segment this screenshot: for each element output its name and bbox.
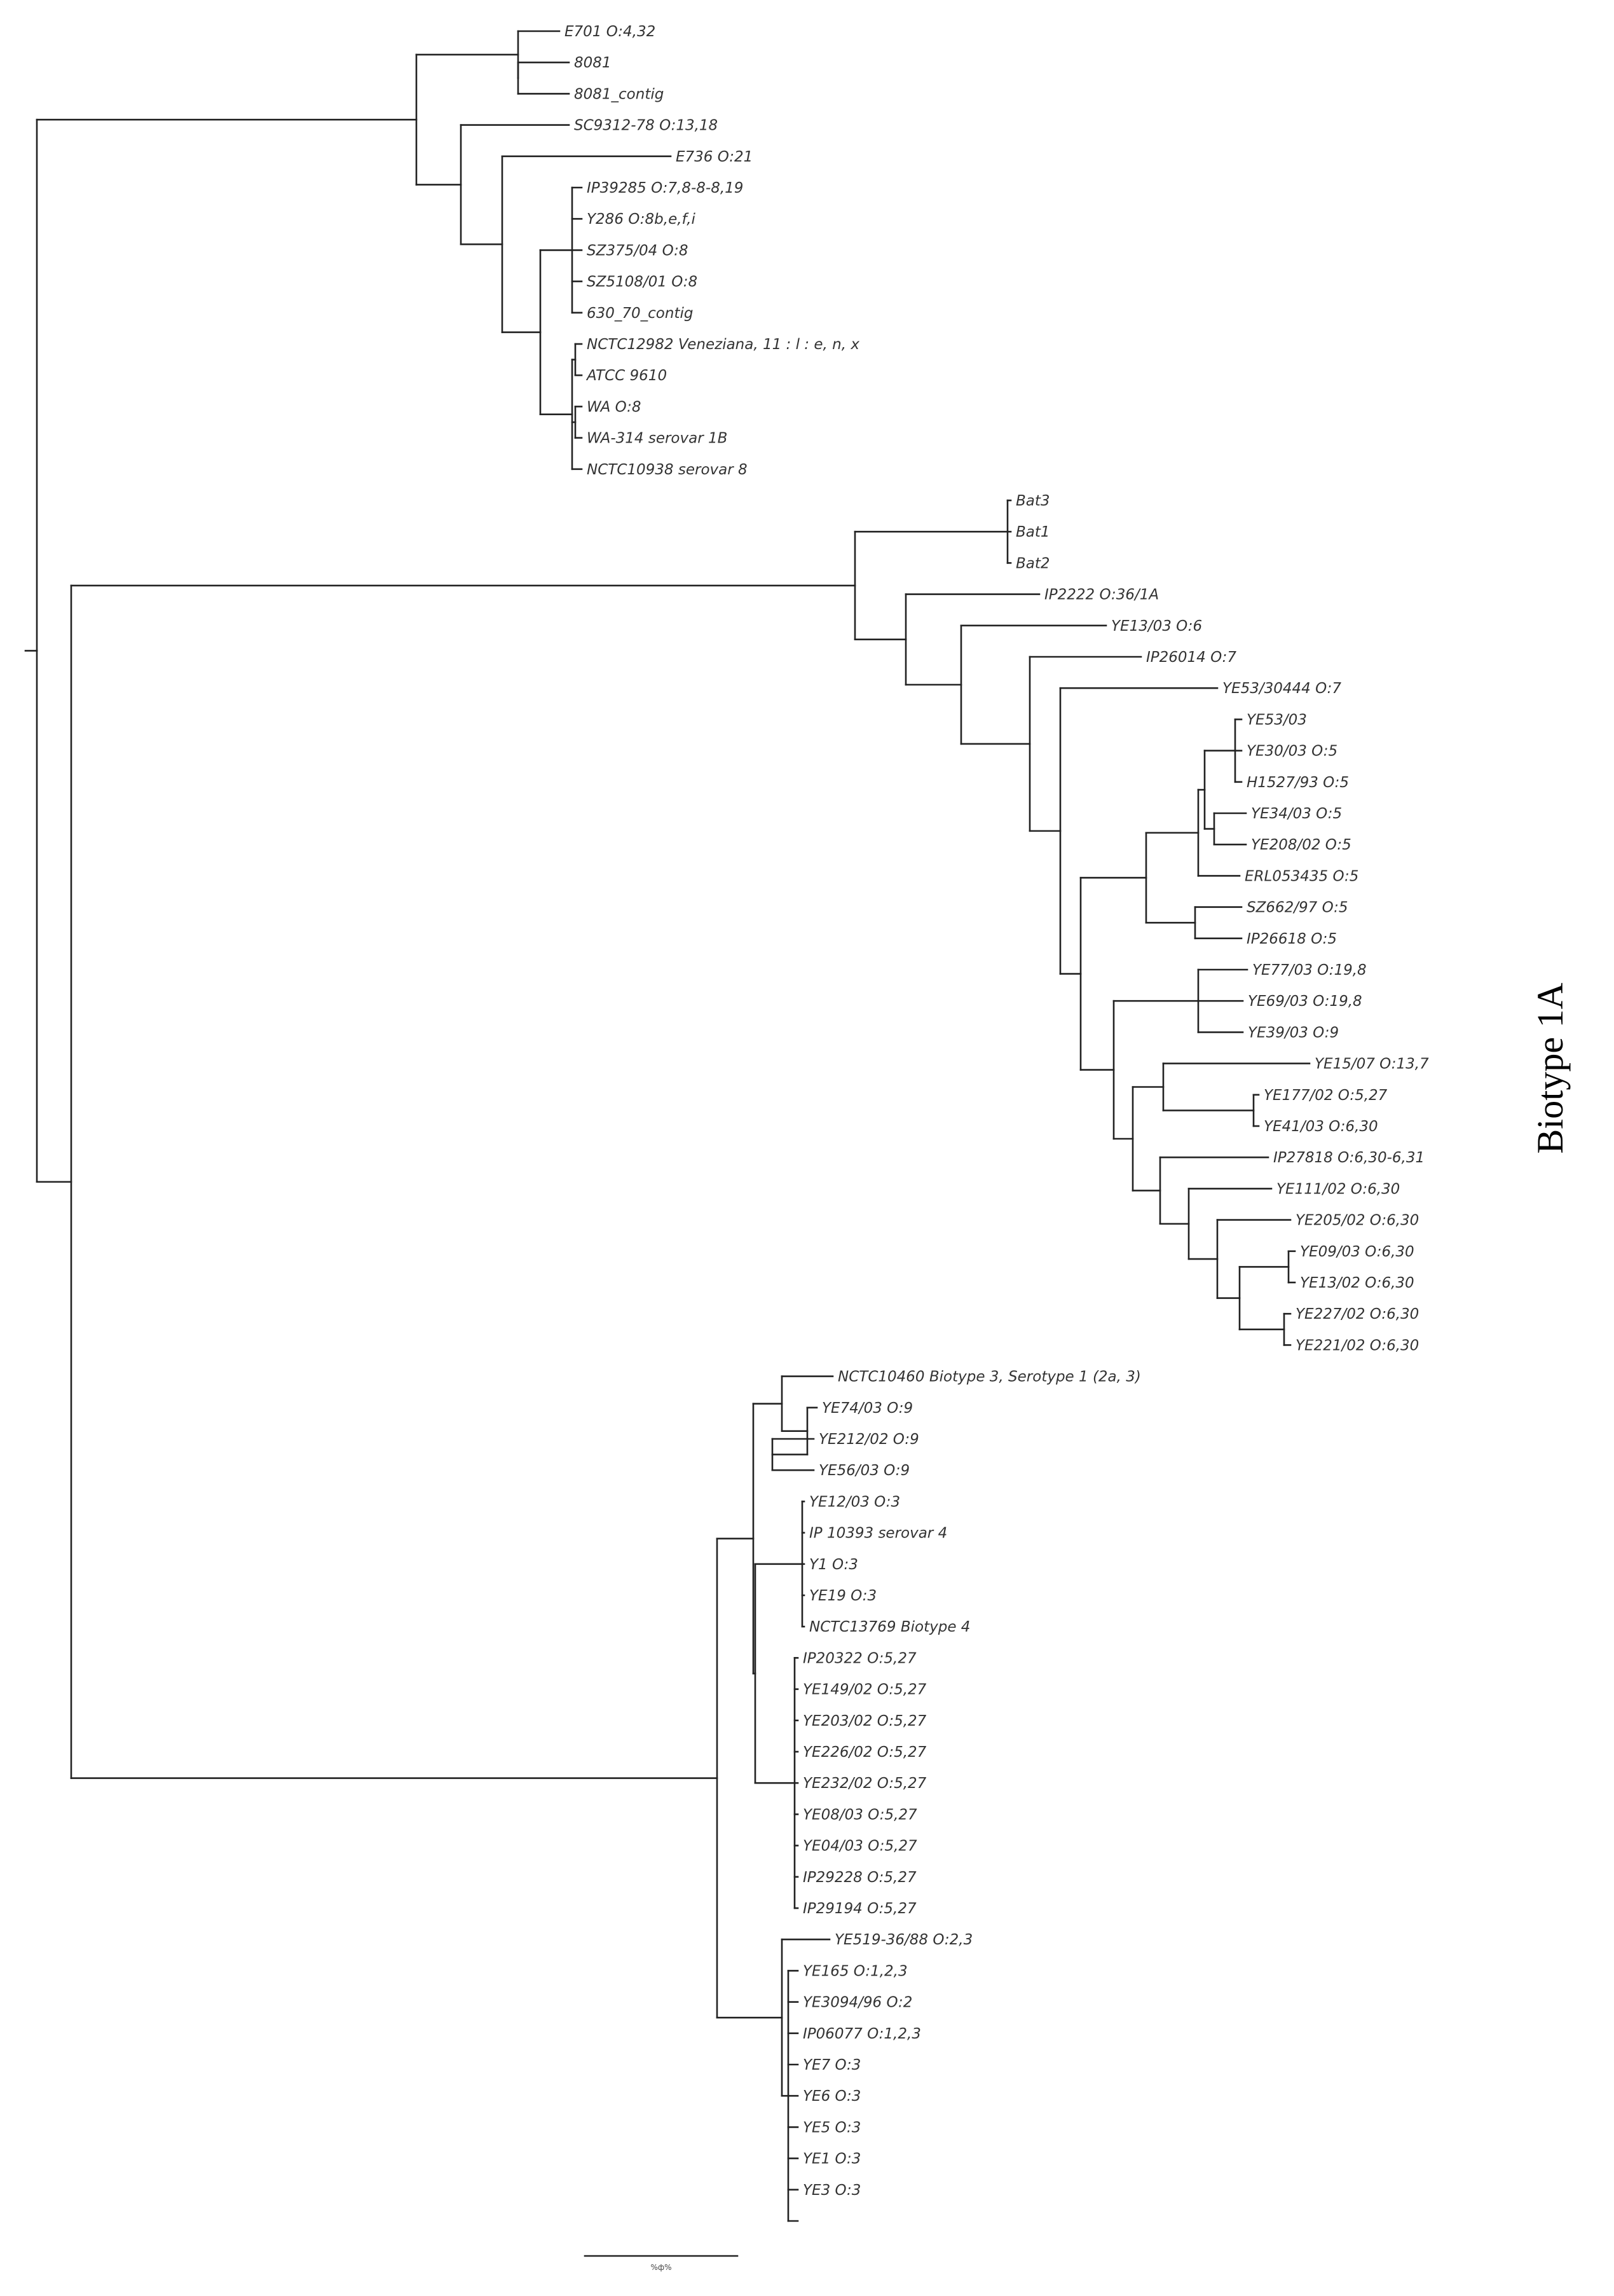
leaf-label: NCTC10938 serovar 8 <box>587 462 748 478</box>
leaf-label: 630_70_contig <box>587 305 693 322</box>
leaf-label: YE208/02 O:5 <box>1251 837 1351 853</box>
leaf-label: IP29228 O:5,27 <box>803 1869 917 1886</box>
leaf-label: YE3 O:3 <box>803 2182 861 2199</box>
leaf-label: YE53/03 <box>1247 711 1307 728</box>
leaf-label: Bat1 <box>1016 524 1050 540</box>
leaf-label: 8081 <box>574 55 612 71</box>
leaf-label: YE6 O:3 <box>803 2088 861 2105</box>
leaf-label: WA-314 serovar 1B <box>587 430 727 447</box>
leaf-label: YE56/03 O:9 <box>819 1462 910 1479</box>
leaf-label: ERL053435 O:5 <box>1245 868 1358 884</box>
leaf-label: YE04/03 O:5,27 <box>803 1838 917 1855</box>
leaf-label: SC9312-78 O:13,18 <box>574 118 718 134</box>
leaf-label: YE41/03 O:6,30 <box>1264 1118 1378 1135</box>
leaf-label: WA O:8 <box>587 399 641 415</box>
leaf-label: YE5 O:3 <box>803 2119 861 2136</box>
leaf-label: IP06077 O:1,2,3 <box>803 2026 921 2042</box>
leaf-label: IP26618 O:5 <box>1247 931 1337 947</box>
leaf-label: IP27818 O:6,30-6,31 <box>1273 1150 1425 1166</box>
leaf-label: IP20322 O:5,27 <box>803 1650 917 1667</box>
leaf-label: NCTC13769 Biotype 4 <box>809 1619 970 1635</box>
leaf-label: IP39285 O:7,8-8-8,19 <box>587 180 743 196</box>
leaf-label: IP29194 O:5,27 <box>803 1901 917 1917</box>
leaf-label: YE08/03 O:5,27 <box>803 1806 917 1823</box>
biotype-annotation: Biotype 1A <box>1529 982 1571 1153</box>
leaf-label: NCTC10460 Biotype 3, Serotype 1 (2a, 3) <box>838 1369 1141 1385</box>
leaf-label: YE1 O:3 <box>803 2151 861 2168</box>
leaf-label: YE165 O:1,2,3 <box>803 1963 908 1979</box>
leaf-label: YE221/02 O:6,30 <box>1296 1337 1419 1354</box>
leaf-label: H1527/93 O:5 <box>1247 774 1349 791</box>
leaf-label: YE212/02 O:9 <box>819 1431 919 1448</box>
leaf-label: IP26014 O:7 <box>1146 649 1236 666</box>
leaf-label: YE34/03 O:5 <box>1251 806 1342 822</box>
leaf-label: SZ375/04 O:8 <box>587 242 688 259</box>
leaf-label: Y286 O:8b,e,f,i <box>587 211 696 228</box>
leaf-label: YE205/02 O:6,30 <box>1296 1213 1419 1229</box>
leaf-label: YE09/03 O:6,30 <box>1300 1244 1414 1260</box>
leaf-label: YE12/03 O:3 <box>809 1494 900 1510</box>
leaf-label: YE7 O:3 <box>803 2057 861 2073</box>
leaf-label: IP2222 O:36/1A <box>1044 587 1159 603</box>
leaf-label: NCTC12982 Veneziana, 11 : l : e, n, x <box>587 336 859 353</box>
tree-branches <box>24 30 1311 2222</box>
leaf-label: YE3094/96 O:2 <box>803 1995 912 2011</box>
leaf-label: YE39/03 O:9 <box>1248 1024 1339 1041</box>
leaf-label: YE232/02 O:5,27 <box>803 1775 927 1792</box>
leaf-label: YE53/30444 O:7 <box>1222 680 1341 697</box>
leaf-label: IP 10393 serovar 4 <box>809 1525 947 1542</box>
leaf-label: E701 O:4,32 <box>564 24 655 40</box>
tree-leaf-labels: E701 O:4,32 8081 8081_contig SC9312-78 O:13… <box>564 24 1429 2199</box>
leaf-label: 8081_contig <box>574 86 664 102</box>
leaf-label: YE13/03 O:6 <box>1111 618 1202 635</box>
leaf-label: YE69/03 O:19,8 <box>1248 993 1362 1010</box>
leaf-label: YE13/02 O:6,30 <box>1300 1275 1414 1291</box>
leaf-label: YE203/02 O:5,27 <box>803 1713 927 1729</box>
leaf-label: YE149/02 O:5,27 <box>803 1682 927 1698</box>
leaf-label: Y1 O:3 <box>809 1557 858 1573</box>
leaf-label: YE77/03 O:19,8 <box>1252 962 1367 979</box>
scale-bar-label: %ф% <box>650 2263 671 2272</box>
leaf-label: YE227/02 O:6,30 <box>1296 1306 1419 1323</box>
leaf-label: YE15/07 O:13,7 <box>1315 1056 1429 1073</box>
leaf-label: YE19 O:3 <box>809 1588 877 1604</box>
leaf-label: YE30/03 O:5 <box>1247 743 1337 760</box>
leaf-label: ATCC 9610 <box>585 368 667 384</box>
leaf-label: Bat2 <box>1016 555 1050 572</box>
leaf-label: E736 O:21 <box>676 149 753 165</box>
leaf-label: YE111/02 O:6,30 <box>1276 1181 1400 1197</box>
leaf-label: SZ662/97 O:5 <box>1247 900 1348 916</box>
leaf-label: SZ5108/01 O:8 <box>587 274 697 291</box>
leaf-label: YE177/02 O:5,27 <box>1264 1087 1388 1104</box>
leaf-label: YE226/02 O:5,27 <box>803 1744 927 1761</box>
leaf-label: YE519-36/88 O:2,3 <box>835 1932 973 1948</box>
leaf-label: YE74/03 O:9 <box>822 1400 913 1417</box>
leaf-label: Bat3 <box>1016 493 1050 509</box>
